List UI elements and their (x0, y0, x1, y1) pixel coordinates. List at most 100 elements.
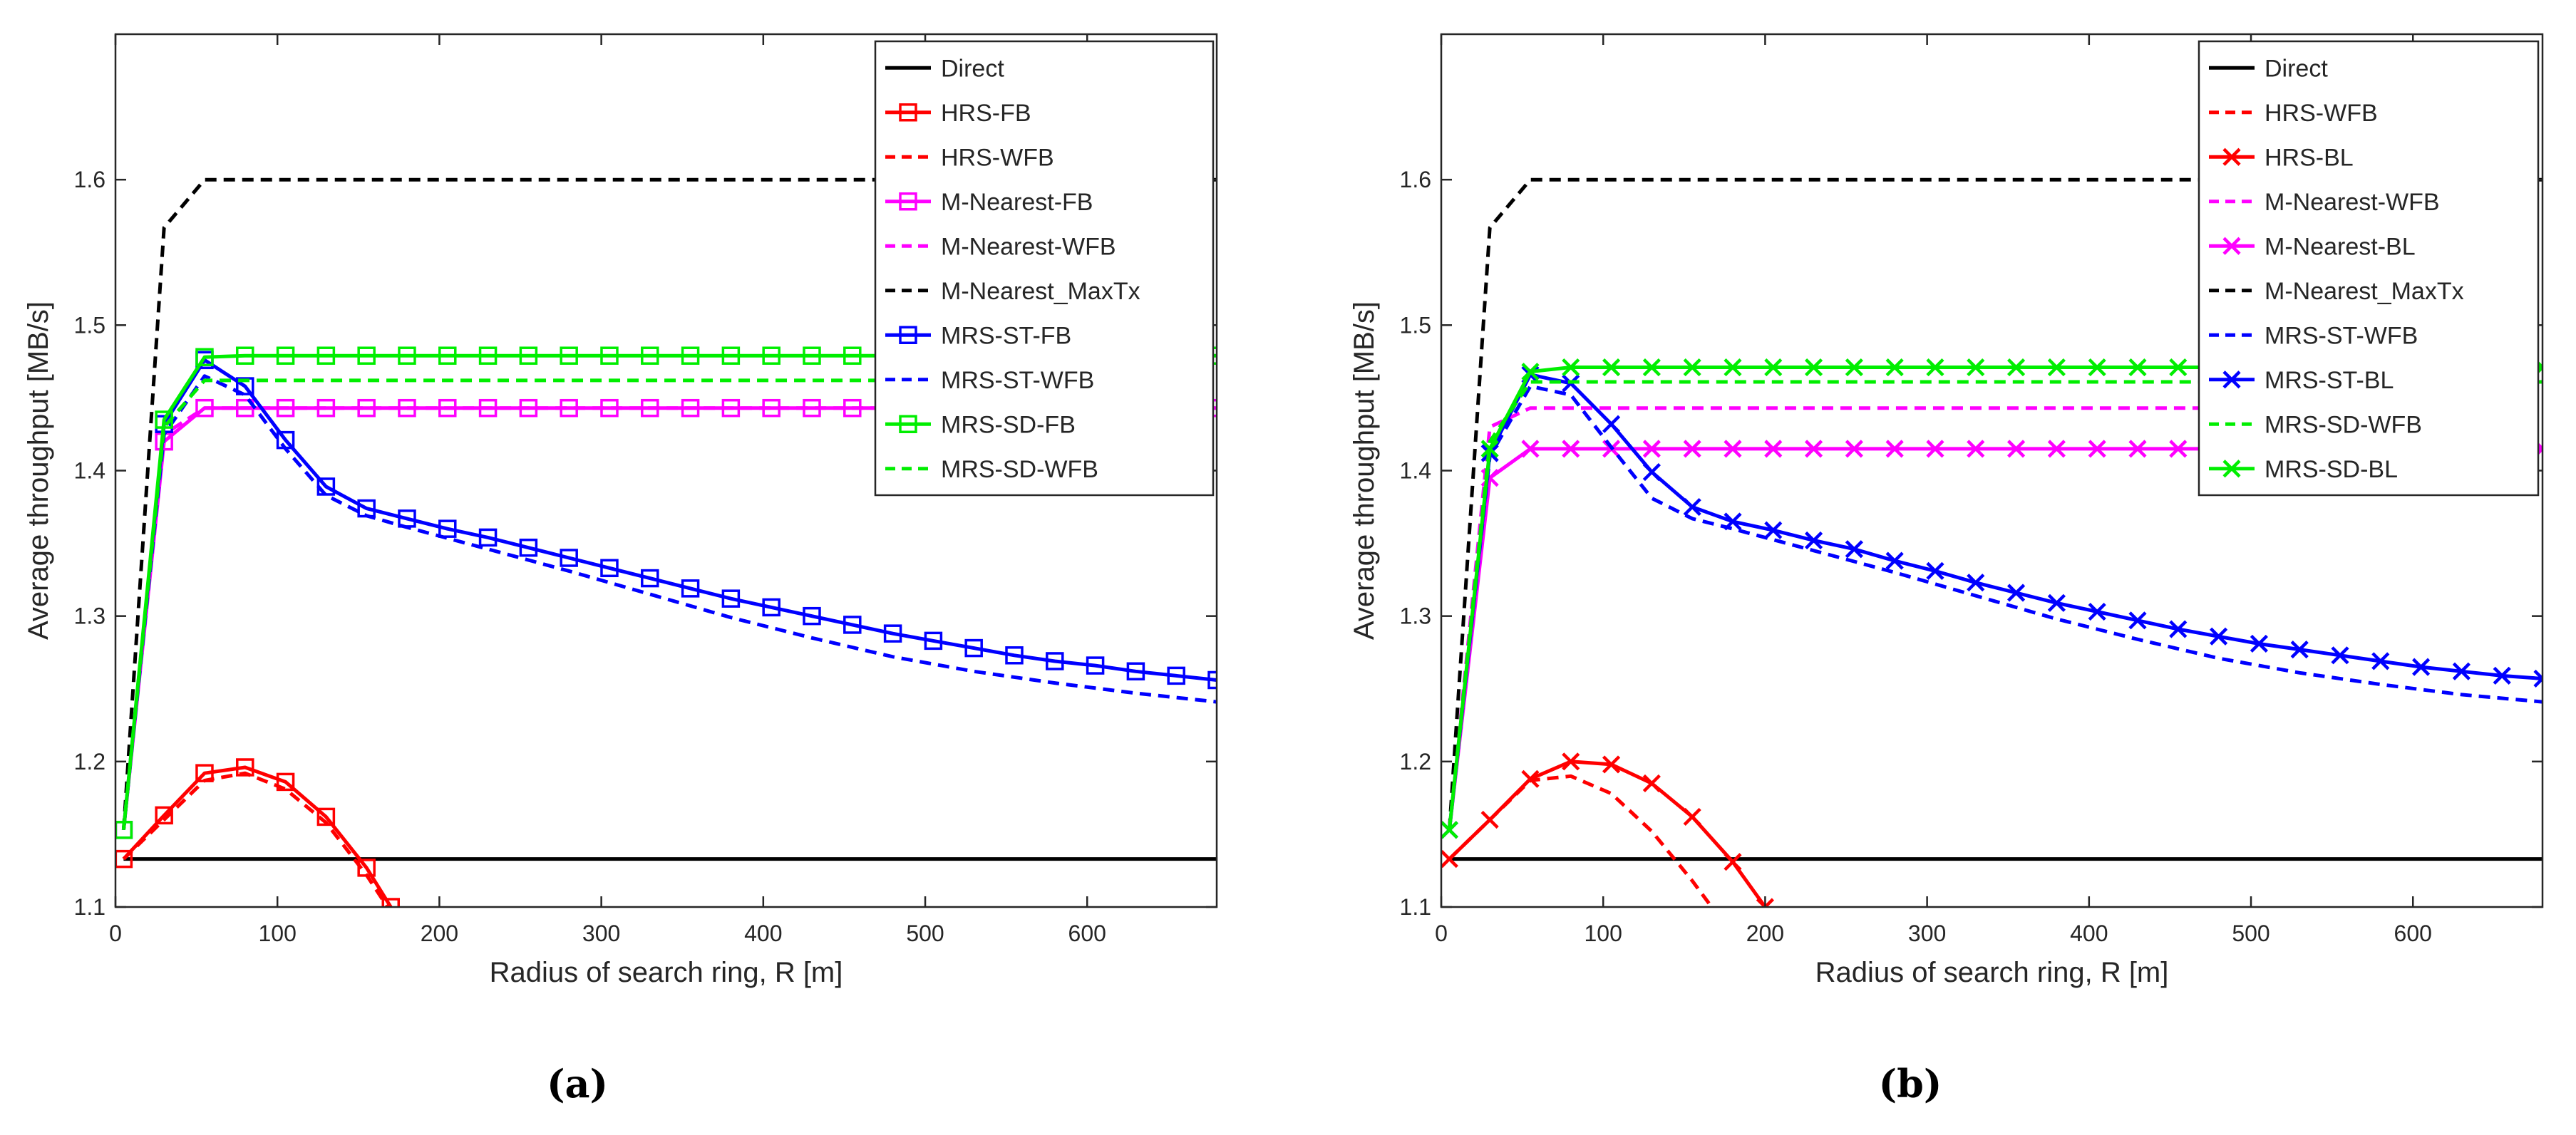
x-marker (2128, 611, 2147, 630)
x-tick-label: 600 (2394, 921, 2432, 946)
x-marker (1756, 898, 1775, 907)
series-line (121, 358, 1217, 831)
legend-label: Direct (941, 55, 1004, 82)
x-marker (2047, 440, 2066, 458)
x-marker (2169, 440, 2188, 458)
x-marker (1804, 440, 1823, 458)
y-tick-label: 1.6 (1400, 167, 1431, 192)
y-tick-label: 1.1 (1400, 894, 1431, 920)
legend-item: MRS-SD-WFB (2209, 411, 2422, 438)
square-marker (398, 346, 416, 365)
x-marker (2088, 358, 2106, 377)
legend-item: MRS-SD-WFB (885, 456, 1098, 483)
legend-item: M-Nearest-WFB (2209, 189, 2440, 216)
legend-item: MRS-ST-WFB (885, 367, 1094, 394)
legend-item: MRS-SD-BL (2209, 456, 2398, 483)
x-marker (2452, 662, 2471, 680)
x-marker (1885, 551, 1904, 570)
series-line (1447, 384, 2542, 831)
square-marker (478, 528, 498, 547)
square-marker (899, 192, 917, 211)
legend-label: MRS-ST-BL (2265, 367, 2394, 394)
legend: Direct HRS-WFB HRS-BL M-Nearest-WFB M-Neares… (2198, 40, 2540, 497)
x-marker (1683, 497, 1701, 517)
legend-item: MRS-SD-FB (885, 411, 1076, 438)
square-marker (478, 346, 498, 365)
square-marker (803, 346, 821, 365)
square-marker (357, 346, 376, 365)
x-marker (2006, 440, 2026, 458)
square-marker (681, 398, 700, 418)
y-tick-label: 1.5 (1400, 312, 1431, 338)
legend-label: M-Nearest-BL (2265, 233, 2416, 260)
y-tick-label: 1.3 (74, 603, 105, 629)
y-axis-label: Average throughput [MB/s] (23, 301, 54, 640)
x-marker (1804, 358, 1823, 377)
x-marker (1521, 440, 1540, 458)
x-marker (2493, 666, 2511, 685)
x-marker (1764, 358, 1783, 377)
x-tick-label: 500 (2232, 921, 2270, 946)
square-marker (1207, 670, 1217, 690)
series-mrs-sd-wfb (121, 378, 1217, 831)
legend-label: HRS-WFB (941, 144, 1054, 171)
square-marker (843, 616, 862, 634)
square-marker (560, 549, 578, 567)
square-marker (381, 898, 400, 907)
legend-label: MRS-SD-FB (941, 411, 1076, 438)
x-marker (1441, 821, 1458, 839)
square-marker (519, 538, 538, 557)
square-marker (236, 758, 254, 777)
x-marker (1441, 850, 1458, 869)
series-hrs-bl (1441, 752, 1775, 907)
square-marker (600, 559, 619, 578)
x-marker (1602, 358, 1621, 377)
x-tick-label: 0 (1435, 921, 1448, 946)
legend-label: M-Nearest_MaxTx (941, 278, 1140, 305)
square-marker (681, 579, 700, 598)
x-marker (1926, 440, 1944, 458)
legend-label: MRS-SD-WFB (2265, 411, 2422, 438)
x-marker (1724, 853, 1742, 871)
legend-item: HRS-BL (2209, 144, 2354, 171)
square-marker (155, 806, 173, 825)
legend-item: HRS-WFB (2209, 100, 2378, 127)
legend-item: HRS-WFB (885, 144, 1054, 171)
square-marker (438, 346, 457, 365)
chart-panel-a: 0 100 200 300 400 500 600 1.1 1.2 1.3 1.4 1.5 1.6 Av… (23, 33, 1218, 1107)
y-tick-label: 1.4 (1400, 458, 1431, 484)
x-marker (2209, 627, 2228, 646)
x-tick-label: 200 (421, 921, 458, 946)
x-marker (1602, 755, 1621, 774)
legend-label: HRS-BL (2265, 144, 2354, 171)
x-marker (1602, 415, 1621, 433)
square-marker (276, 346, 295, 365)
square-marker (721, 589, 741, 608)
square-marker (236, 377, 254, 395)
square-marker (899, 415, 917, 433)
legend-item: M-Nearest_MaxTx (2209, 278, 2464, 305)
x-marker (1521, 769, 1540, 788)
x-marker (1562, 358, 1580, 377)
x-marker (1642, 774, 1661, 793)
x-marker (2290, 641, 2309, 659)
x-marker (2371, 652, 2390, 670)
y-tick-label: 1.3 (1400, 603, 1431, 629)
x-marker (2250, 634, 2268, 653)
legend-item: M-Nearest-WFB (885, 233, 1116, 260)
x-marker (1764, 440, 1783, 458)
x-marker (2533, 669, 2542, 688)
x-tick-label: 400 (2070, 921, 2108, 946)
square-marker (478, 398, 498, 418)
x-marker (1724, 440, 1742, 458)
x-tick-label: 600 (1068, 921, 1106, 946)
series-line (121, 374, 1217, 831)
x-marker (1804, 531, 1823, 550)
x-marker (2222, 460, 2241, 478)
x-marker (1683, 440, 1701, 458)
square-marker (641, 569, 659, 588)
x-marker (2006, 584, 2026, 602)
legend-item: Direct (885, 55, 1004, 82)
x-tick-label: 500 (906, 921, 944, 946)
legend-label: M-Nearest-WFB (2265, 189, 2440, 216)
